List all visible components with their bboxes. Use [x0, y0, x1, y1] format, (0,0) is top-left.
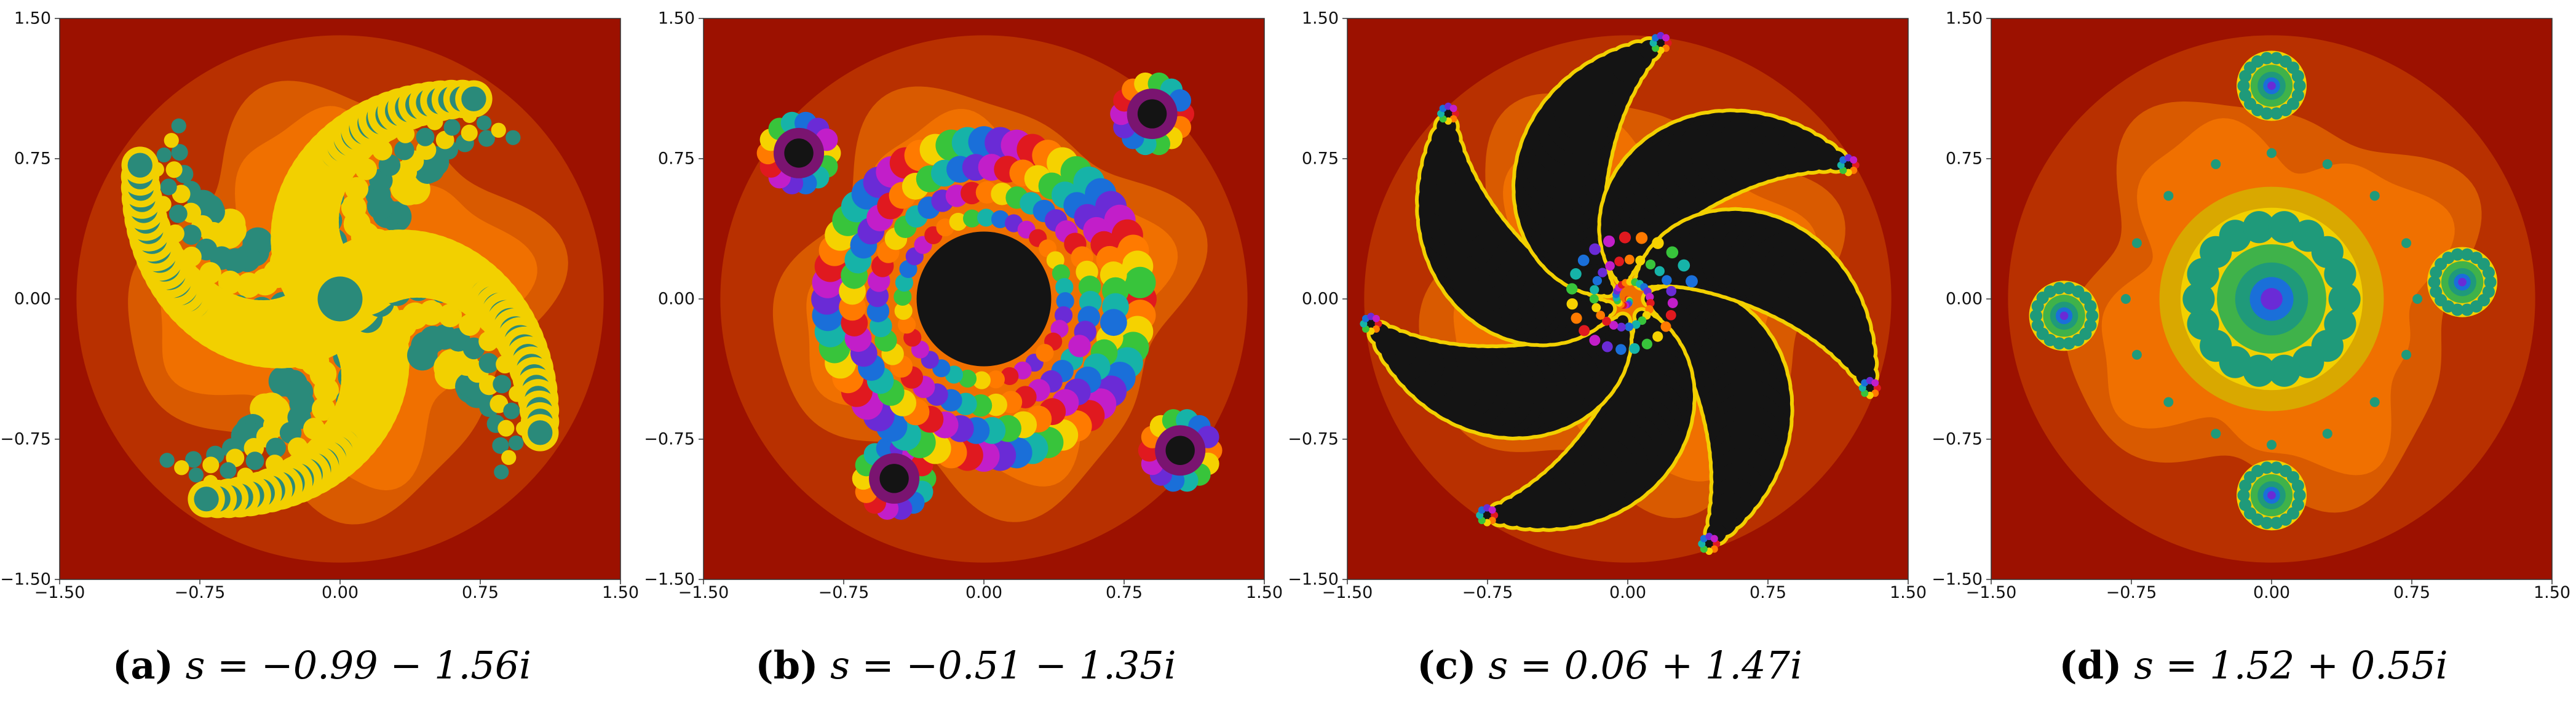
x-tick-label: −1.50 — [678, 583, 729, 602]
x-tick-label: −0.75 — [2106, 583, 2157, 602]
julia-set — [2029, 50, 2498, 531]
y-tick-label: 0.00 — [1945, 289, 1983, 309]
y-tick-label: 1.50 — [1301, 9, 1339, 28]
fractal-plot — [1986, 18, 2553, 584]
y-tick-label: 1.50 — [657, 9, 695, 28]
x-tick-label: 1.50 — [1889, 583, 1927, 602]
x-tick-label: 0.75 — [2393, 583, 2431, 602]
caption-formula: s = −0.99 − 1.56i — [185, 643, 531, 688]
y-tick-label: −0.75 — [1932, 429, 1983, 449]
panel-caption: (d) s = 1.52 + 0.55i — [1932, 643, 2575, 688]
y-tick-label: −1.50 — [1288, 570, 1339, 589]
panel-a: −1.50 −0.75 0.00 0.75 1.50 1.50 0.75 0.00 −0.75 −… — [0, 0, 644, 708]
caption-tag: (b) — [755, 643, 818, 688]
panel-caption: (a) s = −0.99 − 1.56i — [0, 643, 644, 688]
caption-tag: (c) — [1417, 643, 1476, 688]
caption-formula: s = 0.06 + 1.47i — [1488, 643, 1802, 688]
x-tick-label: −0.75 — [818, 583, 870, 602]
caption-formula: s = −0.51 − 1.35i — [830, 643, 1176, 688]
fractal-plot — [699, 18, 1265, 584]
y-tick-label: −1.50 — [644, 570, 695, 589]
x-tick-label: 0.75 — [1105, 583, 1143, 602]
y-tick-label: 0.75 — [1301, 149, 1339, 169]
panel-b: −1.50 −0.75 0.00 0.75 1.50 1.50 0.75 0.00 −0.75 −… — [644, 0, 1288, 708]
y-tick-label: −0.75 — [644, 429, 695, 449]
y-tick-label: 1.50 — [14, 9, 51, 28]
y-tick-label: −0.75 — [0, 429, 51, 449]
y-tick-label: 0.75 — [657, 149, 695, 169]
x-tick-label: 0.00 — [2253, 583, 2291, 602]
fractal-plot — [55, 18, 621, 584]
y-tick-label: 0.00 — [14, 289, 51, 309]
caption-formula: s = 1.52 + 0.55i — [2134, 643, 2448, 688]
caption-tag: (a) — [113, 643, 173, 688]
julia-set — [1360, 31, 1881, 555]
x-tick-label: −1.50 — [1322, 583, 1373, 602]
x-tick-label: 1.50 — [601, 583, 640, 602]
x-tick-label: −0.75 — [1462, 583, 1513, 602]
panel-caption: (c) s = 0.06 + 1.47i — [1288, 643, 1932, 688]
y-tick-label: 0.00 — [1301, 289, 1339, 309]
y-tick-label: 0.00 — [657, 289, 695, 309]
x-tick-label: 0.00 — [965, 583, 1003, 602]
panel-d: −1.50 −0.75 0.00 0.75 1.50 1.50 0.75 0.00 −0.75 −… — [1932, 0, 2575, 708]
panel-c: −1.50 −0.75 0.00 0.75 1.50 1.50 0.75 0.00 −0.75 −… — [1288, 0, 1932, 708]
x-tick-label: −1.50 — [34, 583, 85, 602]
julia-set — [756, 72, 1223, 520]
y-tick-label: 0.75 — [1945, 149, 1983, 169]
caption-tag: (d) — [2059, 643, 2122, 688]
x-tick-label: 0.00 — [1609, 583, 1647, 602]
panel-caption: (b) s = −0.51 − 1.35i — [644, 643, 1288, 688]
x-tick-label: 0.75 — [1749, 583, 1787, 602]
y-tick-label: 1.50 — [1945, 9, 1983, 28]
y-tick-label: −1.50 — [0, 570, 51, 589]
x-tick-label: 0.00 — [321, 583, 359, 602]
x-tick-label: 0.75 — [461, 583, 499, 602]
y-tick-label: −0.75 — [1288, 429, 1339, 449]
y-tick-label: 0.75 — [14, 149, 51, 169]
julia-set — [121, 79, 560, 519]
x-tick-label: 1.50 — [2533, 583, 2571, 602]
y-tick-label: −1.50 — [1932, 570, 1983, 589]
x-tick-label: 1.50 — [1245, 583, 1283, 602]
fractal-plot — [1342, 18, 1909, 584]
x-tick-label: −0.75 — [174, 583, 226, 602]
x-tick-label: −1.50 — [1965, 583, 2017, 602]
